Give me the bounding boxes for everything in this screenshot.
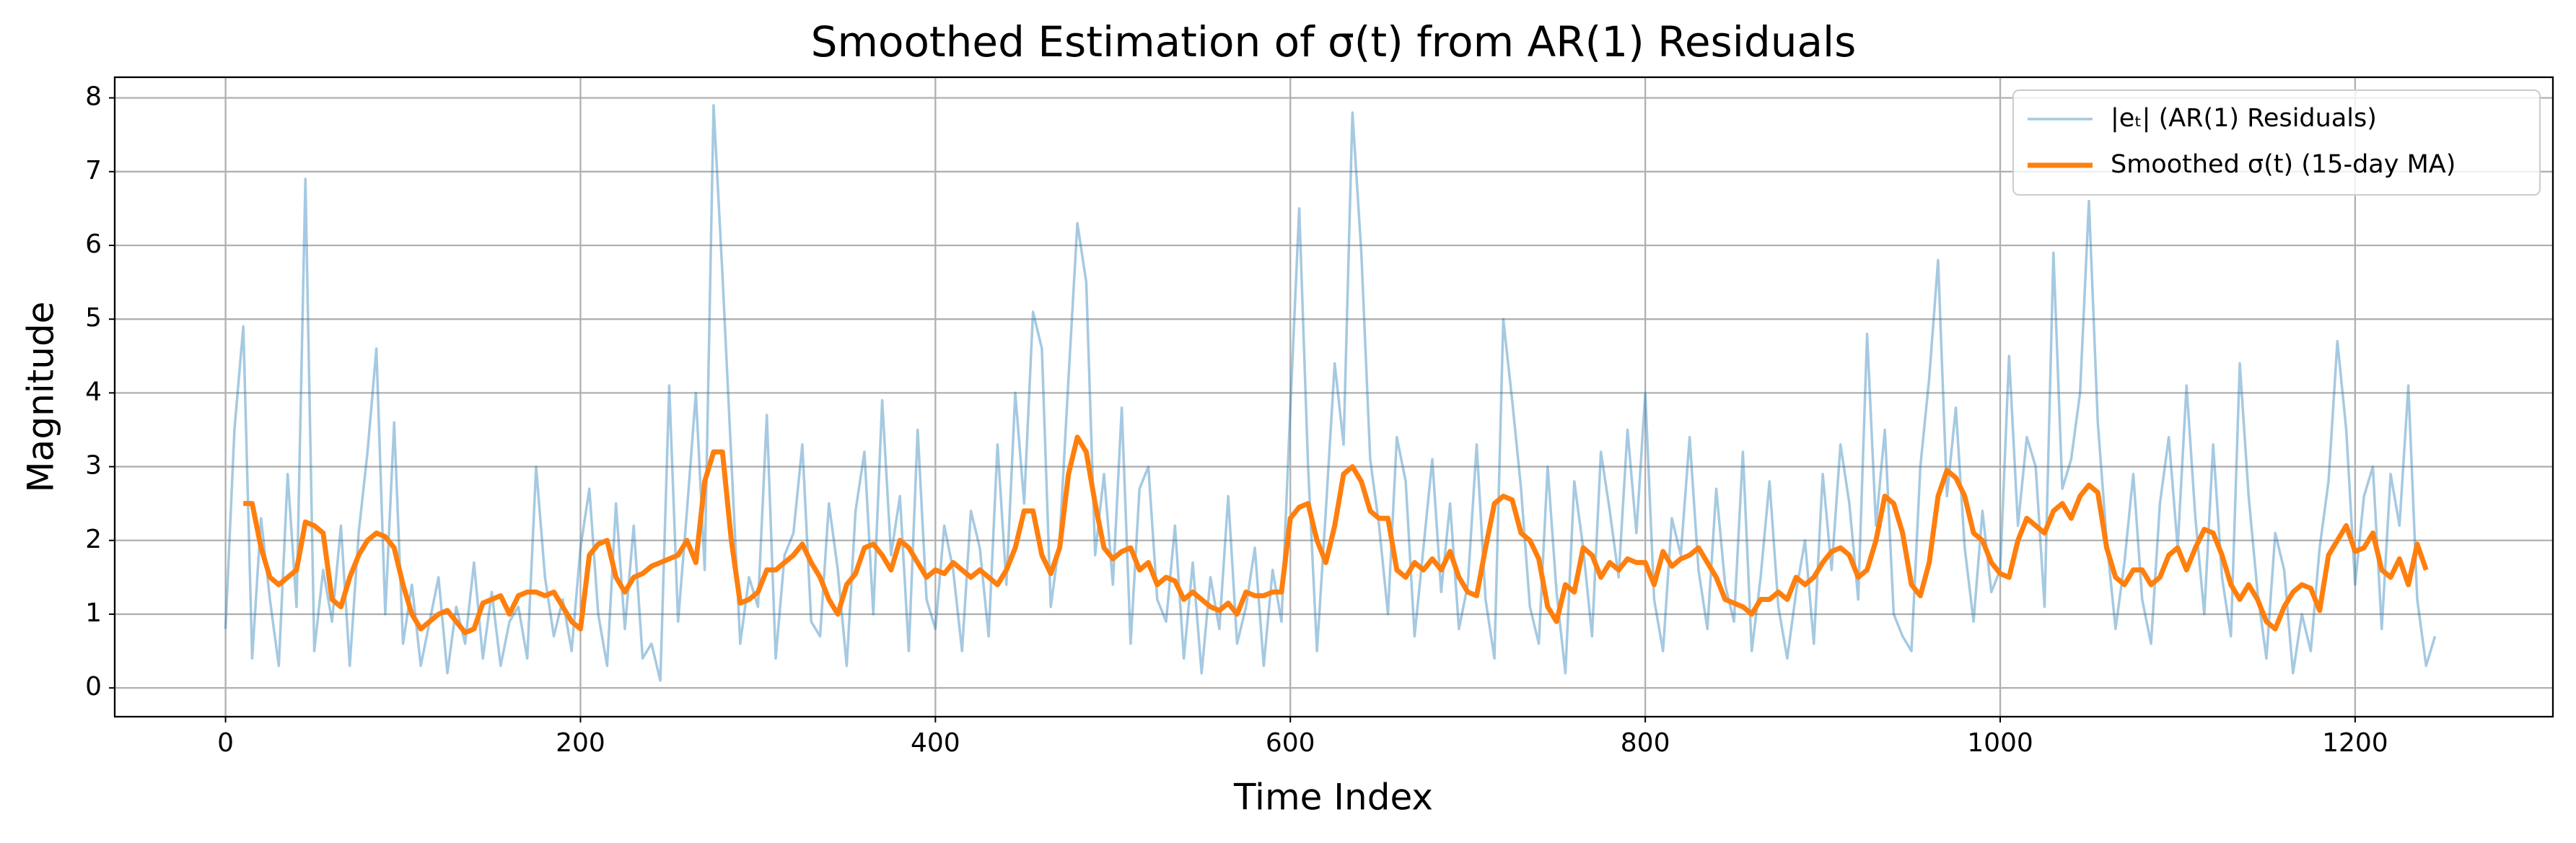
legend-label: Smoothed σ(t) (15-day MA): [2111, 150, 2455, 179]
y-tick-label: 0: [85, 672, 102, 702]
legend-box: [2012, 89, 2541, 196]
x-tick-label: 400: [911, 728, 960, 758]
series-line: [243, 434, 2429, 635]
y-tick-label: 5: [85, 303, 102, 333]
y-axis-label: Magnitude: [20, 302, 62, 493]
y-tick-label: 2: [85, 525, 102, 554]
x-tick-label: 800: [1621, 728, 1670, 758]
plot-frame: [113, 76, 2554, 718]
y-tick-label: 4: [85, 377, 102, 406]
legend-label: |eₜ| (AR(1) Residuals): [2111, 104, 2377, 133]
y-tick-label: 1: [85, 598, 102, 628]
x-tick-label: 200: [556, 728, 605, 758]
x-axis-label: Time Index: [1233, 777, 1433, 818]
x-tick-label: 1000: [1967, 728, 2033, 758]
x-tick-label: 600: [1266, 728, 1315, 758]
chart-title: Smoothed Estimation of σ(t) from AR(1) R…: [811, 17, 1857, 66]
y-tick-label: 6: [85, 230, 102, 259]
y-tick-label: 8: [85, 82, 102, 112]
x-tick-label: 1200: [2322, 728, 2388, 758]
y-tick-label: 3: [85, 451, 102, 481]
x-tick-label: 0: [217, 728, 234, 758]
y-tick-label: 7: [85, 156, 102, 185]
